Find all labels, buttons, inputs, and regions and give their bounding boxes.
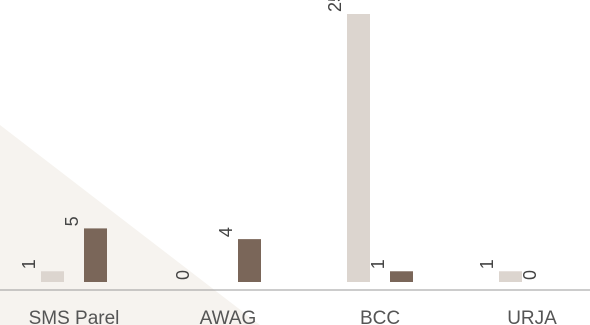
bar-light — [499, 271, 522, 282]
category-label: SMS Parel — [29, 308, 120, 325]
data-label: 4 — [216, 227, 236, 237]
bar-light — [41, 271, 64, 282]
data-label: 5 — [62, 216, 82, 226]
labels-layer: 1 5 SMS Parel 0 4 AWAG 25 1 BCC 1 0 URJA — [19, 0, 557, 325]
category-label: BCC — [360, 308, 400, 325]
bars-layer — [41, 14, 522, 282]
data-label: 0 — [173, 270, 193, 280]
data-label: 1 — [477, 259, 497, 269]
category-label: URJA — [507, 308, 557, 325]
background-watermark-shape — [0, 125, 260, 325]
category-label: AWAG — [200, 308, 257, 325]
bar-light — [347, 14, 370, 282]
bar-dark — [238, 239, 261, 282]
data-label: 1 — [368, 259, 388, 269]
data-label: 25 — [325, 0, 345, 12]
data-label: 0 — [520, 270, 540, 280]
data-label: 1 — [19, 259, 39, 269]
bar-dark — [84, 228, 107, 282]
bar-dark — [390, 271, 413, 282]
